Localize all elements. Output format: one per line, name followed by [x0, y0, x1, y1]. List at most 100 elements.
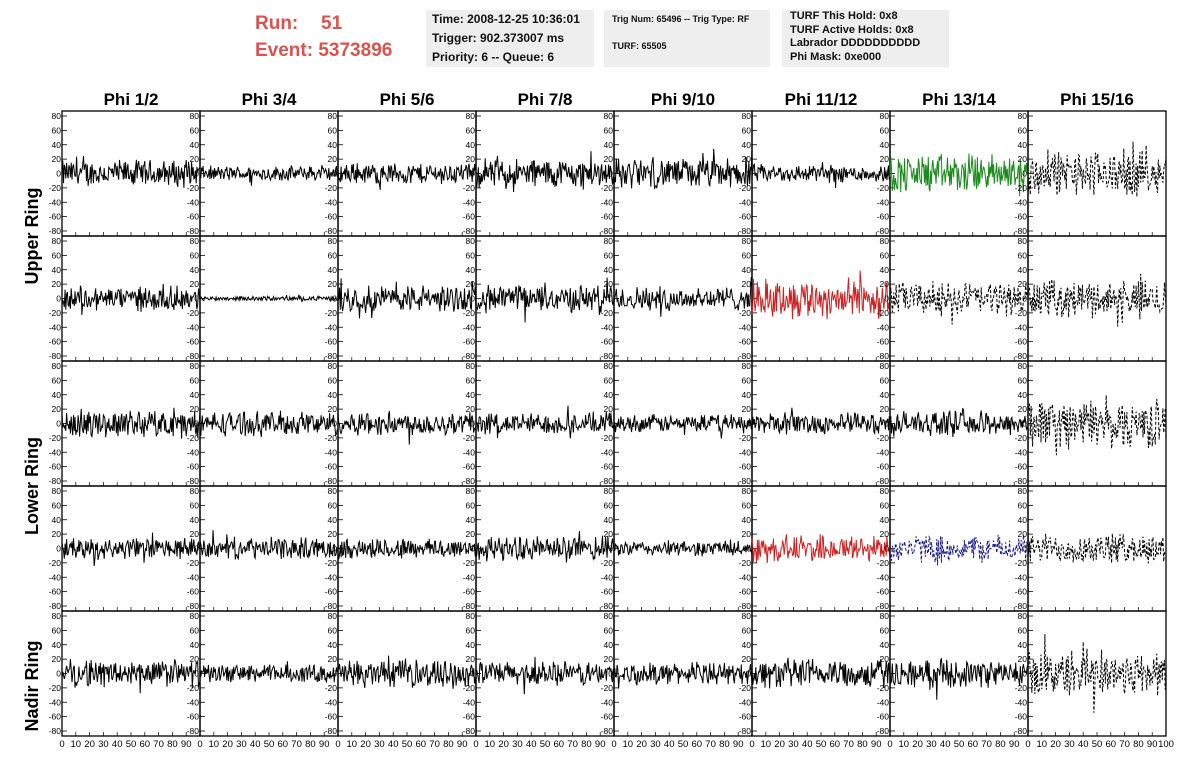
- ytick-label: 80: [190, 361, 200, 371]
- ytick-label: -80: [1015, 476, 1028, 486]
- ytick-label: -80: [1015, 601, 1028, 611]
- priority-text: Priority: 6 -- Queue: 6: [432, 50, 555, 64]
- ytick-label: 0: [746, 669, 751, 679]
- xtick-label: 40: [526, 739, 537, 750]
- xtick-label: 20: [360, 739, 371, 750]
- ytick-label: 60: [328, 500, 338, 510]
- ytick-label: -60: [877, 212, 890, 222]
- ytick-label: -20: [463, 183, 476, 193]
- ytick-label: 60: [880, 375, 890, 385]
- ytick-label: 80: [190, 111, 200, 121]
- ytick-label: -20: [325, 308, 338, 318]
- ytick-label: -60: [739, 212, 752, 222]
- ytick-label: -40: [601, 572, 614, 582]
- ytick-label: -20: [739, 183, 752, 193]
- ytick-label: 0: [608, 544, 613, 554]
- ytick-label: -20: [877, 308, 890, 318]
- ytick-label: -20: [739, 683, 752, 693]
- xtick-label: 10: [761, 739, 772, 750]
- ytick-label: 40: [604, 265, 614, 275]
- xtick-label: 80: [167, 739, 178, 750]
- waveform-trace-r2-c6: [751, 270, 891, 320]
- ytick-label: 20: [52, 529, 62, 539]
- ytick-label: -20: [877, 558, 890, 568]
- ytick-label: 60: [604, 625, 614, 635]
- xtick-label: 70: [1119, 739, 1130, 750]
- ytick-label: -80: [49, 726, 62, 736]
- ytick-label: 0: [194, 544, 199, 554]
- ytick-label: 20: [1018, 279, 1028, 289]
- turf-hold-text: TURF This Hold: 0x8: [790, 10, 898, 22]
- ytick-label: 80: [880, 611, 890, 621]
- waveform-trace-r5-c3: [337, 655, 477, 689]
- ytick-label: -40: [739, 697, 752, 707]
- ytick-label: 80: [1018, 486, 1028, 496]
- ytick-label: 20: [1018, 529, 1028, 539]
- ytick-label: -80: [877, 226, 890, 236]
- ytick-label: 60: [466, 250, 476, 260]
- xtick-label: 60: [140, 739, 151, 750]
- ytick-label: -40: [187, 322, 200, 332]
- column-header-5: Phi 9/10: [651, 90, 715, 109]
- ytick-label: -40: [1015, 572, 1028, 582]
- waveform-trace-r5-c1: [61, 659, 201, 694]
- ytick-label: 0: [332, 169, 337, 179]
- ytick-label: 20: [742, 154, 752, 164]
- ytick-label: -20: [463, 433, 476, 443]
- xtick-label: 20: [222, 739, 233, 750]
- waveform-trace-r1-c4: [475, 151, 615, 193]
- ytick-label: -40: [187, 572, 200, 582]
- xtick-label: 40: [388, 739, 399, 750]
- waveform-trace-r3-c6: [751, 407, 891, 436]
- ytick-label: 60: [328, 625, 338, 635]
- ytick-label: -40: [1015, 197, 1028, 207]
- ytick-label: -40: [739, 197, 752, 207]
- turf-text: TURF: 65505: [612, 41, 667, 51]
- ytick-label: 20: [190, 279, 200, 289]
- ytick-label: -80: [463, 226, 476, 236]
- ytick-label: -80: [877, 726, 890, 736]
- ytick-label: -60: [739, 337, 752, 347]
- ytick-label: 80: [1018, 111, 1028, 121]
- waveform-trace-r1-c8: [1027, 141, 1167, 197]
- ytick-label: 40: [328, 640, 338, 650]
- ytick-label: 80: [328, 111, 338, 121]
- ytick-label: -80: [1015, 351, 1028, 361]
- ytick-label: 80: [742, 111, 752, 121]
- ytick-label: 0: [332, 544, 337, 554]
- ytick-label: 60: [190, 625, 200, 635]
- ytick-label: -20: [187, 308, 200, 318]
- column-header-1: Phi 1/2: [104, 90, 159, 109]
- xtick-label: 20: [1050, 739, 1061, 750]
- ytick-label: -60: [601, 587, 614, 597]
- ytick-label: -80: [739, 601, 752, 611]
- ytick-label: 20: [466, 279, 476, 289]
- ytick-label: 80: [466, 361, 476, 371]
- run-value: 51: [321, 13, 343, 34]
- ytick-label: -80: [1015, 226, 1028, 236]
- waveform-trace-r2-c3: [337, 278, 477, 319]
- ytick-label: -20: [463, 683, 476, 693]
- xtick-label: 50: [540, 739, 551, 750]
- ytick-label: 60: [1018, 375, 1028, 385]
- ytick-label: 20: [466, 404, 476, 414]
- ytick-label: -60: [601, 462, 614, 472]
- xtick-label: 30: [926, 739, 937, 750]
- ytick-label: 0: [884, 169, 889, 179]
- ytick-label: 60: [742, 375, 752, 385]
- ytick-label: -40: [49, 572, 62, 582]
- ytick-label: 0: [56, 669, 61, 679]
- ytick-label: -60: [463, 212, 476, 222]
- ytick-label: 20: [880, 654, 890, 664]
- column-header-3: Phi 5/6: [380, 90, 435, 109]
- ytick-label: -40: [739, 572, 752, 582]
- ytick-label: -40: [601, 447, 614, 457]
- ring-label-3: Nadir Ring: [22, 640, 42, 731]
- ytick-label: -80: [49, 351, 62, 361]
- ytick-label: 80: [190, 611, 200, 621]
- ytick-label: -60: [49, 337, 62, 347]
- waveform-trace-r4-c2: [199, 530, 339, 561]
- ytick-label: -40: [1015, 697, 1028, 707]
- ytick-label: 0: [56, 169, 61, 179]
